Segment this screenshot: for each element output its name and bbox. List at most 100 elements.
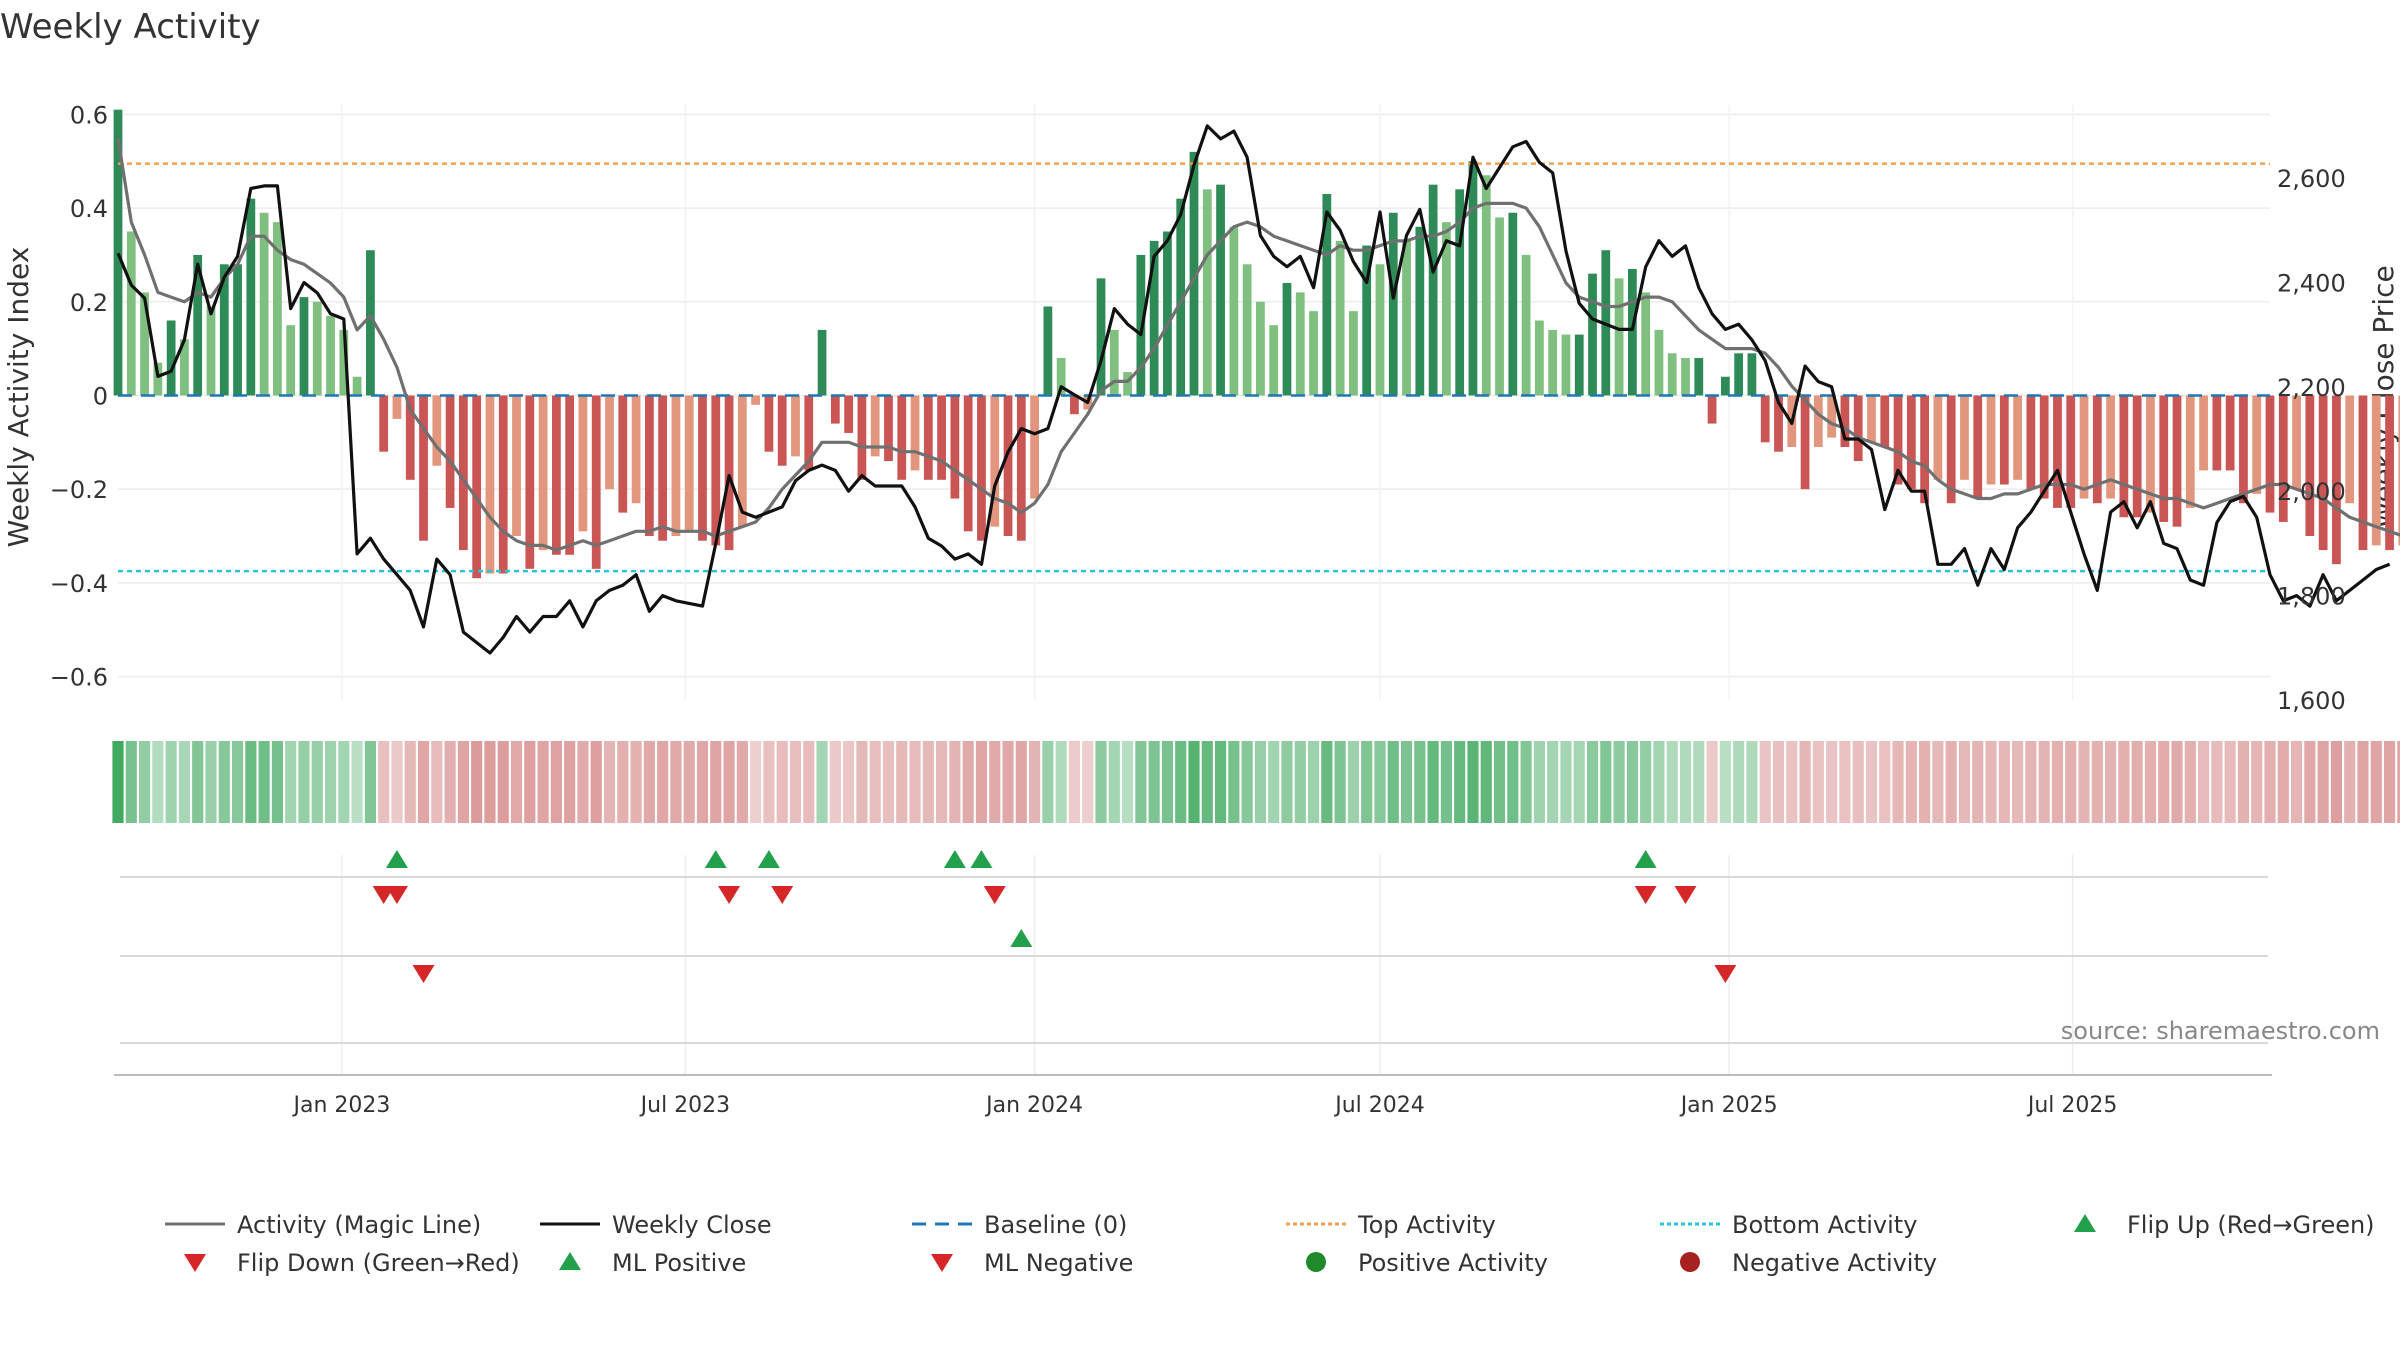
heat-cell	[1919, 741, 1931, 823]
heat-cell	[165, 741, 177, 823]
flip-up-marker	[943, 850, 966, 868]
heat-cell	[776, 741, 788, 823]
y-tick-label: 0	[93, 382, 108, 410]
activity-bar	[578, 395, 588, 532]
activity-bar	[1070, 395, 1079, 415]
heat-cell	[856, 741, 868, 823]
heat-cell	[2078, 741, 2090, 823]
activity-bar	[153, 362, 163, 396]
heat-cell	[285, 741, 297, 823]
heat-cell	[1414, 741, 1426, 823]
heat-cell	[2317, 741, 2329, 823]
heat-cell	[1122, 741, 1134, 823]
activity-bar	[1202, 189, 1212, 396]
heat-cell	[2118, 741, 2130, 823]
activity-bar	[631, 395, 641, 504]
x-tick-label: Jan 2024	[984, 1093, 1083, 1118]
heat-cell	[962, 741, 974, 823]
heat-cell	[1321, 741, 1333, 823]
activity-bar	[2358, 395, 2368, 551]
activity-bar	[2332, 395, 2341, 565]
heat-cell	[1374, 741, 1386, 823]
heat-cell	[1932, 741, 1944, 823]
heat-cell	[1799, 741, 1811, 823]
heat-cell	[444, 741, 456, 823]
y-tick-label: 0.6	[70, 101, 108, 129]
heat-cell	[1586, 741, 1599, 823]
heat-cell	[1241, 741, 1253, 823]
heat-cell	[617, 741, 629, 823]
heat-cell	[1905, 741, 1917, 823]
activity-bar	[126, 231, 136, 396]
axes: 0.6 0.4 0.2 0 −0.2 −0.4 −0.6 2,600 2,400 2,200 2,0…	[50, 101, 2346, 1118]
activity-bar	[591, 395, 601, 569]
activity-bar	[113, 109, 123, 396]
heat-cell	[1082, 741, 1094, 823]
heat-cell	[1693, 741, 1705, 823]
activity-bar	[817, 329, 827, 396]
activity-bar	[2172, 395, 2182, 527]
activity-bar	[1920, 395, 1930, 504]
heat-cell	[324, 741, 337, 823]
series-lines	[116, 124, 2400, 655]
heat-cell	[2290, 741, 2303, 823]
activity-bar	[1136, 254, 1146, 396]
flip-up-marker	[757, 850, 780, 868]
heat-cell	[789, 741, 802, 823]
activity-bar	[538, 395, 548, 551]
activity-bar	[1574, 334, 1584, 396]
heat-cell	[1068, 741, 1081, 823]
weekly-close-line	[116, 124, 2391, 655]
heat-cell	[1361, 741, 1373, 823]
source-credit: source: sharemaestro.com	[2061, 1017, 2380, 1045]
heat-cell	[1507, 741, 1519, 823]
legend-label: Baseline (0)	[984, 1211, 1127, 1239]
heat-cell	[2038, 741, 2050, 823]
heat-cell	[989, 741, 1001, 823]
activity-bar	[1216, 184, 1225, 396]
activity-bar	[897, 395, 907, 480]
flip-up-marker	[704, 850, 727, 868]
activity-bar	[1827, 395, 1837, 438]
heat-cell	[1679, 741, 1692, 823]
activity-bar	[498, 395, 508, 574]
activity-bar	[1189, 151, 1199, 396]
y-tick-label: −0.6	[50, 664, 108, 692]
heat-cell	[1095, 741, 1107, 823]
activity-bar	[206, 306, 216, 396]
ml-positive-marker	[1010, 929, 1033, 947]
heat-cell	[152, 741, 164, 823]
activity-bar	[1681, 357, 1690, 396]
heat-cell	[2264, 741, 2276, 823]
flip-up-marker	[1634, 850, 1657, 868]
activity-bar	[432, 395, 442, 466]
heat-cell	[431, 741, 443, 823]
legend-up-triangle-symbol	[559, 1252, 581, 1270]
activity-bar	[1973, 395, 1983, 499]
activity-bar	[2292, 395, 2301, 490]
heat-cell	[2158, 741, 2170, 823]
legend-label: Negative Activity	[1732, 1249, 1937, 1277]
y-axis-label: Weekly Activity Index	[2, 247, 35, 548]
y-tick-label: −0.4	[50, 570, 108, 598]
y-tick-label: −0.2	[50, 476, 108, 504]
heat-cell	[2065, 741, 2077, 823]
heat-cell	[936, 741, 948, 823]
activity-bar	[1415, 226, 1425, 396]
heat-cell	[2344, 741, 2356, 823]
activity-bar	[1840, 395, 1850, 448]
activity-bar	[166, 320, 176, 396]
heat-cell	[1493, 741, 1506, 823]
legend-item: ML Positive	[559, 1249, 746, 1277]
heat-cell	[457, 741, 469, 823]
heat-cell	[564, 741, 576, 823]
heat-cell	[869, 741, 881, 823]
heat-cell	[1214, 741, 1227, 823]
signal-markers	[114, 850, 2272, 1076]
heat-cell	[2224, 741, 2236, 823]
activity-bar	[2252, 395, 2262, 494]
heat-cell	[683, 741, 695, 823]
heat-cell	[1759, 741, 1771, 823]
heat-cell	[1175, 741, 1187, 823]
